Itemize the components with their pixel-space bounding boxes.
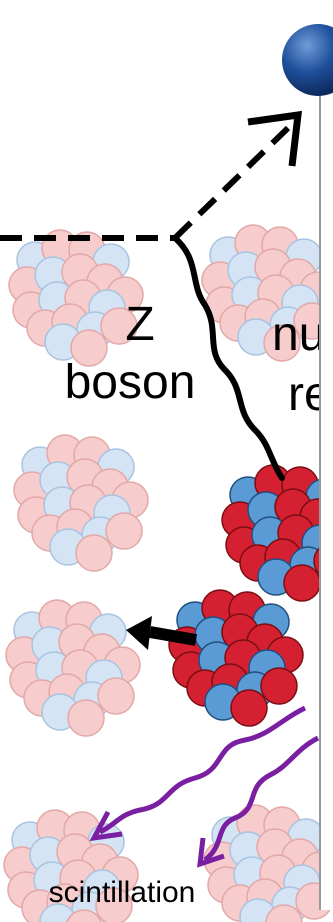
diagram: Z boson nu re scintillation	[0, 0, 333, 922]
label: nu	[272, 308, 325, 361]
recoil-arrow	[150, 632, 196, 640]
nucleon	[231, 690, 267, 726]
nucleon	[98, 678, 134, 714]
recoil-arrowhead	[126, 616, 152, 650]
label: Z	[125, 298, 154, 351]
nucleon	[68, 700, 104, 736]
nucleon	[106, 513, 142, 549]
page: {"labels": {"z": "Z", "boson": "boson", …	[0, 0, 333, 922]
label: boson	[65, 356, 196, 409]
nucleon	[76, 535, 112, 571]
nucleon	[284, 565, 320, 601]
nucleon	[261, 668, 297, 704]
label: scintillation	[49, 876, 196, 909]
particle-sphere	[282, 24, 333, 96]
outgoing-particle	[175, 128, 288, 238]
panel	[320, 30, 333, 910]
